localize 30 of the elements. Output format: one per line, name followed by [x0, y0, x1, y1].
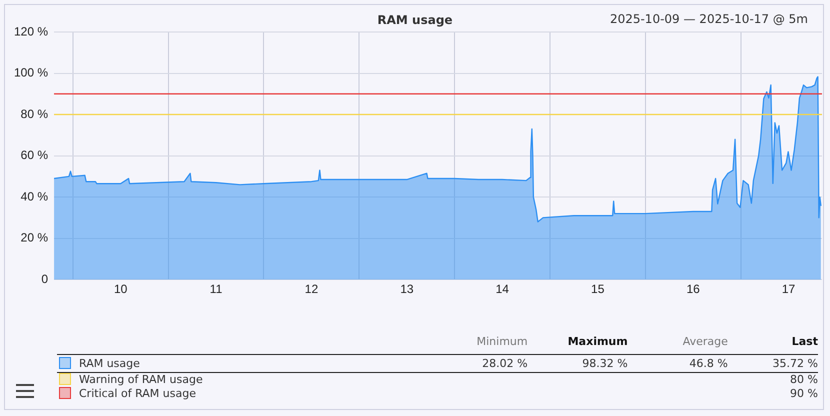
y-tick-label: 20 %: [20, 230, 48, 245]
y-tick-label: 60 %: [20, 148, 48, 162]
chart-subtitle: 2025-10-09 — 2025-10-17 @ 5m: [610, 12, 808, 26]
text: Last: [728, 335, 818, 354]
x-tick-label: 14: [496, 282, 510, 296]
chart-title: RAM usage: [377, 13, 453, 27]
text: Minimum: [438, 335, 528, 354]
y-tick-label: 100 %: [14, 66, 48, 80]
text: 80 %: [789, 372, 818, 387]
text: 35.72 %: [728, 354, 818, 372]
legend-label: Critical of RAM usage: [78, 387, 197, 401]
x-tick-label: 13: [400, 282, 414, 296]
y-tick-label: 0: [41, 272, 48, 286]
x-tick-label: 15: [591, 282, 605, 296]
legend-label: Warning of RAM usage: [78, 372, 204, 387]
text: 28.02 %: [438, 354, 528, 372]
text: 98.32 %: [528, 354, 628, 372]
x-tick-label: 17: [782, 282, 796, 296]
y-tick-label: 120 %: [14, 24, 48, 38]
y-tick-label: 40 %: [20, 189, 48, 204]
y-tick-label: 80 %: [20, 106, 48, 121]
text: Average: [628, 335, 728, 354]
x-tick-label: 12: [304, 282, 318, 296]
x-tick-label: 11: [210, 282, 223, 296]
x-tick-label: 10: [114, 282, 128, 296]
text: 90 %: [789, 387, 818, 401]
x-tick-label: 16: [686, 282, 700, 296]
text: 46.8 %: [628, 354, 728, 372]
text: Maximum: [528, 335, 628, 354]
legend-label: RAM usage: [57, 354, 438, 372]
